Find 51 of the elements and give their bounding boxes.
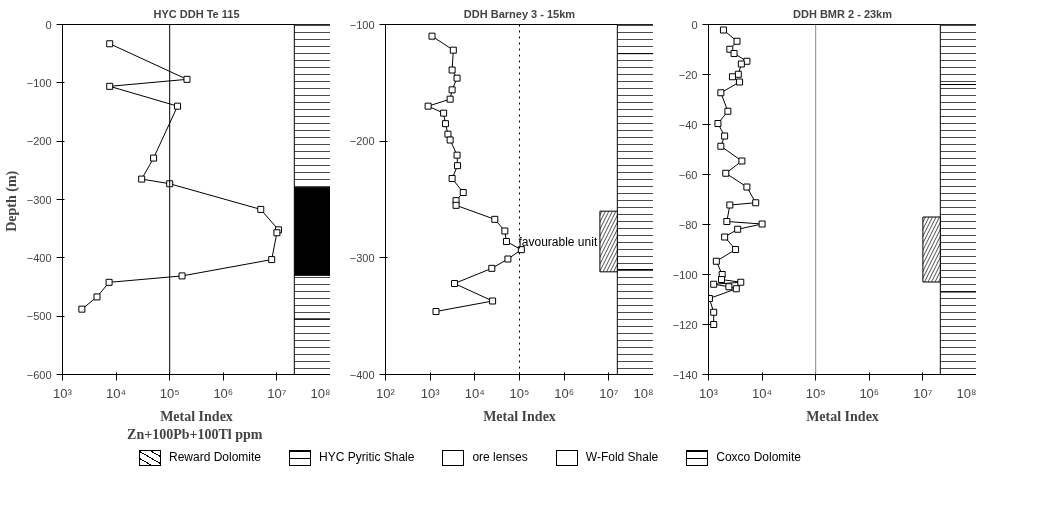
chart-title: DDH BMR 2 - 23km — [792, 7, 893, 20]
y-tick-label: −120 — [672, 318, 698, 331]
text: ore lenses — [472, 449, 528, 466]
y-tick-label: −600 — [26, 368, 52, 381]
x-tick-label: 10⁷ — [267, 385, 287, 401]
chart-title: HYC DDH Te 115 — [153, 7, 240, 20]
text: Coxco Dolomite — [716, 449, 801, 466]
y-tick-label: −140 — [672, 368, 698, 381]
chart-title: DDH Barney 3 - 15km — [463, 7, 576, 20]
x-tick-label: 10⁸ — [310, 385, 331, 401]
x-tick-label: 10⁶ — [554, 385, 575, 401]
y-tick-label: −100 — [26, 76, 52, 89]
text: W-Fold Shale — [585, 449, 659, 466]
text: HYC Pyritic Shale — [319, 449, 415, 466]
x-tick-label: 10⁴ — [752, 385, 773, 401]
y-tick-label: 0 — [45, 18, 52, 31]
y-tick-label: −300 — [26, 193, 52, 206]
x-axis-title: Metal Index — [806, 408, 879, 424]
y-tick-label: −40 — [678, 118, 698, 131]
x-tick-label: 10³ — [699, 385, 719, 401]
x-tick-label: 10³ — [420, 385, 441, 401]
y-tick-label: −300 — [349, 251, 375, 264]
y-tick-label: −20 — [678, 68, 698, 81]
x-tick-label: 10⁶ — [213, 385, 234, 401]
y-tick-label: −500 — [26, 310, 52, 323]
text: Reward Dolomite — [169, 449, 262, 466]
x-tick-label: 10⁴ — [464, 385, 485, 401]
x-tick-label: 10⁸ — [633, 385, 654, 401]
x-tick-label: 10⁷ — [913, 385, 933, 401]
y-tick-label: −100 — [672, 268, 698, 281]
x-axis-title: Metal Index — [483, 408, 556, 424]
y-tick-label: −60 — [678, 168, 698, 181]
y-tick-label: −80 — [678, 218, 698, 231]
x-axis-title: Metal Index Zn+100Pb+100Tl ppm — [127, 408, 263, 442]
x-tick-label: 10³ — [53, 385, 73, 401]
y-tick-label: −100 — [349, 18, 375, 31]
x-tick-label: 10⁵ — [159, 385, 180, 401]
x-tick-label: 10⁵ — [805, 385, 826, 401]
y-tick-label: −200 — [349, 135, 375, 148]
y-tick-label: −400 — [349, 368, 375, 381]
band-label: favourable unit — [518, 234, 598, 249]
y-tick-label: −400 — [26, 251, 52, 264]
x-tick-label: 10⁵ — [509, 385, 530, 401]
x-tick-label: 10⁴ — [106, 385, 127, 401]
x-tick-label: 10⁸ — [956, 385, 977, 401]
x-tick-label: 10⁶ — [859, 385, 880, 401]
y-tick-label: −200 — [26, 135, 52, 148]
y-tick-label: 0 — [691, 18, 698, 31]
y-axis-title: Depth (m) — [3, 170, 20, 232]
x-tick-label: 10⁷ — [599, 385, 619, 401]
x-tick-label: 10² — [376, 385, 396, 401]
